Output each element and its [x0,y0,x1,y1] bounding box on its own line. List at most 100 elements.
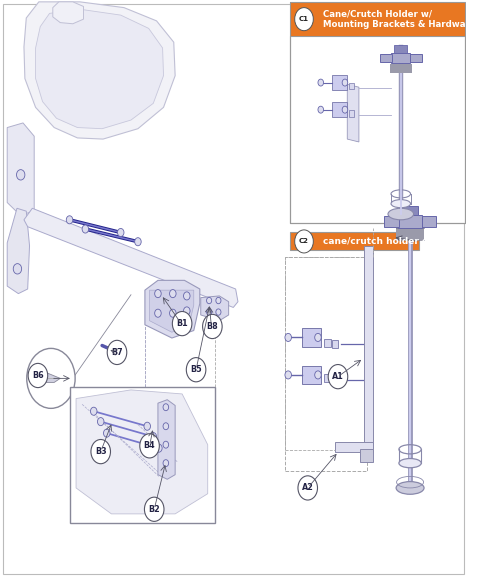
Text: B2: B2 [148,505,160,514]
FancyBboxPatch shape [348,83,354,90]
Text: A1: A1 [332,372,344,381]
FancyBboxPatch shape [380,54,392,62]
Polygon shape [200,296,228,321]
Circle shape [202,314,222,339]
Polygon shape [24,2,175,139]
Circle shape [318,106,324,113]
FancyBboxPatch shape [332,340,338,348]
FancyBboxPatch shape [422,216,436,227]
Circle shape [285,334,292,342]
Circle shape [107,340,127,365]
FancyBboxPatch shape [302,366,321,384]
Circle shape [294,8,314,31]
FancyBboxPatch shape [410,54,422,62]
Circle shape [314,371,321,379]
FancyBboxPatch shape [290,2,465,36]
Circle shape [206,309,212,315]
FancyBboxPatch shape [384,216,399,227]
Polygon shape [53,2,84,24]
FancyBboxPatch shape [302,328,321,347]
Circle shape [28,364,48,388]
Circle shape [90,407,97,415]
FancyBboxPatch shape [290,232,420,250]
Circle shape [294,230,314,253]
Circle shape [91,439,110,464]
Circle shape [26,349,75,409]
Circle shape [66,216,73,224]
Text: B6: B6 [32,371,44,380]
Circle shape [172,312,192,336]
Ellipse shape [391,199,410,208]
Circle shape [144,497,164,521]
FancyBboxPatch shape [332,376,338,384]
Circle shape [163,441,168,448]
Text: B4: B4 [144,442,156,450]
Ellipse shape [388,208,413,220]
FancyBboxPatch shape [392,53,410,63]
FancyBboxPatch shape [332,102,347,117]
Circle shape [163,404,168,410]
FancyBboxPatch shape [290,36,465,223]
Polygon shape [145,280,200,338]
Text: B8: B8 [206,322,218,331]
Circle shape [140,434,160,458]
FancyBboxPatch shape [364,246,373,450]
Polygon shape [40,373,60,383]
Polygon shape [150,290,194,332]
Circle shape [342,79,347,86]
Ellipse shape [399,458,421,468]
FancyBboxPatch shape [332,75,347,90]
Text: B5: B5 [190,365,202,374]
FancyBboxPatch shape [398,215,422,228]
Polygon shape [76,390,208,514]
FancyBboxPatch shape [390,64,412,73]
Circle shape [314,334,321,342]
FancyBboxPatch shape [360,449,373,462]
FancyBboxPatch shape [396,228,424,240]
FancyBboxPatch shape [394,45,407,53]
FancyBboxPatch shape [324,375,331,383]
Polygon shape [348,84,359,142]
Circle shape [170,309,176,317]
Circle shape [144,422,150,430]
Circle shape [163,460,168,466]
Circle shape [216,297,221,303]
Circle shape [98,417,104,425]
FancyBboxPatch shape [402,206,418,215]
Circle shape [184,307,190,315]
Circle shape [285,371,292,379]
Circle shape [216,309,221,315]
Polygon shape [7,208,30,294]
Circle shape [342,106,347,113]
Circle shape [163,423,168,429]
FancyBboxPatch shape [70,387,215,523]
Text: Cane/Crutch Holder w/
Mounting Brackets & Hardware: Cane/Crutch Holder w/ Mounting Brackets … [322,9,476,29]
Polygon shape [36,9,164,129]
FancyBboxPatch shape [348,110,354,117]
Circle shape [328,365,347,389]
Circle shape [298,476,318,500]
Text: cane/crutch holder only: cane/crutch holder only [322,237,443,246]
Text: C1: C1 [299,16,309,22]
Circle shape [150,432,156,440]
Circle shape [118,228,124,236]
Circle shape [186,358,206,382]
Text: B3: B3 [95,447,106,456]
Text: B1: B1 [176,319,188,328]
Circle shape [170,290,176,298]
Polygon shape [7,123,34,215]
Circle shape [134,238,141,246]
Circle shape [82,225,88,233]
Circle shape [318,79,324,86]
Circle shape [16,169,25,180]
Polygon shape [158,400,175,479]
Ellipse shape [396,481,424,494]
Text: C2: C2 [299,239,309,244]
FancyBboxPatch shape [3,3,464,575]
Text: A2: A2 [302,483,314,492]
Polygon shape [24,208,238,307]
Circle shape [154,290,161,298]
Circle shape [14,264,22,274]
FancyBboxPatch shape [334,442,373,451]
Circle shape [206,297,212,303]
